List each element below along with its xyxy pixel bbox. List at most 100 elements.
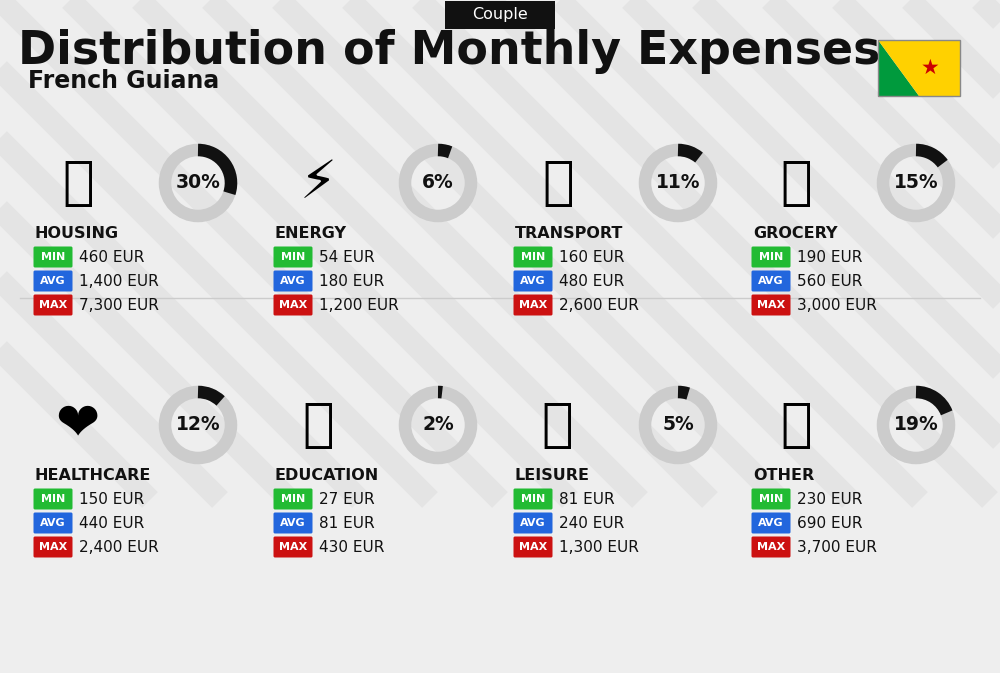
Text: MIN: MIN — [759, 494, 783, 504]
Text: 🏢: 🏢 — [62, 157, 94, 209]
FancyBboxPatch shape — [274, 536, 312, 557]
Text: 🎓: 🎓 — [302, 399, 334, 451]
FancyBboxPatch shape — [514, 295, 552, 316]
Text: 19%: 19% — [894, 415, 938, 435]
Text: 560 EUR: 560 EUR — [797, 273, 862, 289]
Text: 7,300 EUR: 7,300 EUR — [79, 297, 159, 312]
Text: French Guiana: French Guiana — [28, 69, 219, 93]
Text: 2%: 2% — [422, 415, 454, 435]
Text: MAX: MAX — [39, 300, 67, 310]
FancyBboxPatch shape — [514, 271, 552, 291]
Text: 🛍️: 🛍️ — [542, 399, 574, 451]
Text: 160 EUR: 160 EUR — [559, 250, 624, 264]
FancyBboxPatch shape — [274, 271, 312, 291]
Text: MAX: MAX — [39, 542, 67, 552]
Text: AVG: AVG — [758, 276, 784, 286]
Polygon shape — [878, 40, 960, 96]
FancyBboxPatch shape — [514, 536, 552, 557]
FancyBboxPatch shape — [445, 1, 555, 29]
Text: MAX: MAX — [279, 300, 307, 310]
Text: 6%: 6% — [422, 174, 454, 192]
FancyBboxPatch shape — [274, 489, 312, 509]
Text: 3,000 EUR: 3,000 EUR — [797, 297, 877, 312]
Text: AVG: AVG — [40, 518, 66, 528]
Text: MIN: MIN — [281, 494, 305, 504]
Text: MAX: MAX — [279, 542, 307, 552]
Text: AVG: AVG — [280, 518, 306, 528]
Text: 180 EUR: 180 EUR — [319, 273, 384, 289]
Text: 🛒: 🛒 — [780, 157, 812, 209]
Text: 1,400 EUR: 1,400 EUR — [79, 273, 159, 289]
Text: 27 EUR: 27 EUR — [319, 491, 375, 507]
FancyBboxPatch shape — [752, 295, 790, 316]
Text: HEALTHCARE: HEALTHCARE — [35, 468, 151, 483]
Text: EDUCATION: EDUCATION — [275, 468, 379, 483]
FancyBboxPatch shape — [514, 513, 552, 534]
FancyBboxPatch shape — [514, 246, 552, 267]
Text: 54 EUR: 54 EUR — [319, 250, 375, 264]
Text: AVG: AVG — [280, 276, 306, 286]
Text: MIN: MIN — [759, 252, 783, 262]
FancyBboxPatch shape — [34, 489, 72, 509]
FancyBboxPatch shape — [752, 536, 790, 557]
Text: MIN: MIN — [521, 252, 545, 262]
Text: Distribution of Monthly Expenses: Distribution of Monthly Expenses — [18, 28, 880, 73]
FancyBboxPatch shape — [752, 513, 790, 534]
Text: 190 EUR: 190 EUR — [797, 250, 862, 264]
Text: 240 EUR: 240 EUR — [559, 516, 624, 530]
Text: 230 EUR: 230 EUR — [797, 491, 862, 507]
Text: 81 EUR: 81 EUR — [319, 516, 375, 530]
Text: 11%: 11% — [656, 174, 700, 192]
FancyBboxPatch shape — [752, 271, 790, 291]
Text: ❤️: ❤️ — [56, 399, 100, 451]
Text: MIN: MIN — [281, 252, 305, 262]
FancyBboxPatch shape — [752, 489, 790, 509]
Text: 2,400 EUR: 2,400 EUR — [79, 540, 159, 555]
Text: 30%: 30% — [176, 174, 220, 192]
Text: MIN: MIN — [41, 494, 65, 504]
Text: OTHER: OTHER — [753, 468, 814, 483]
Text: TRANSPORT: TRANSPORT — [515, 225, 623, 240]
Text: 1,300 EUR: 1,300 EUR — [559, 540, 639, 555]
Text: 15%: 15% — [894, 174, 938, 192]
Text: ENERGY: ENERGY — [275, 225, 347, 240]
FancyBboxPatch shape — [274, 295, 312, 316]
Text: MIN: MIN — [521, 494, 545, 504]
Text: MAX: MAX — [519, 542, 547, 552]
FancyBboxPatch shape — [34, 246, 72, 267]
FancyBboxPatch shape — [274, 513, 312, 534]
Text: AVG: AVG — [758, 518, 784, 528]
Text: MAX: MAX — [757, 542, 785, 552]
Text: Couple: Couple — [472, 7, 528, 22]
Text: 3,700 EUR: 3,700 EUR — [797, 540, 877, 555]
FancyBboxPatch shape — [34, 271, 72, 291]
Text: ⚡: ⚡ — [300, 157, 336, 209]
Text: AVG: AVG — [520, 518, 546, 528]
Text: HOUSING: HOUSING — [35, 225, 119, 240]
Text: MIN: MIN — [41, 252, 65, 262]
Text: AVG: AVG — [40, 276, 66, 286]
Text: 👛: 👛 — [780, 399, 812, 451]
Text: 430 EUR: 430 EUR — [319, 540, 384, 555]
FancyBboxPatch shape — [34, 295, 72, 316]
Text: 440 EUR: 440 EUR — [79, 516, 144, 530]
FancyBboxPatch shape — [34, 513, 72, 534]
FancyBboxPatch shape — [274, 246, 312, 267]
Text: 81 EUR: 81 EUR — [559, 491, 615, 507]
Text: MAX: MAX — [757, 300, 785, 310]
FancyBboxPatch shape — [752, 246, 790, 267]
Text: GROCERY: GROCERY — [753, 225, 838, 240]
Text: 12%: 12% — [176, 415, 220, 435]
Text: MAX: MAX — [519, 300, 547, 310]
Text: 1,200 EUR: 1,200 EUR — [319, 297, 399, 312]
Text: 460 EUR: 460 EUR — [79, 250, 144, 264]
Text: 5%: 5% — [662, 415, 694, 435]
FancyBboxPatch shape — [34, 536, 72, 557]
Text: 690 EUR: 690 EUR — [797, 516, 862, 530]
Text: AVG: AVG — [520, 276, 546, 286]
Text: LEISURE: LEISURE — [515, 468, 590, 483]
FancyBboxPatch shape — [514, 489, 552, 509]
Polygon shape — [878, 40, 919, 96]
Text: 150 EUR: 150 EUR — [79, 491, 144, 507]
Text: ★: ★ — [920, 58, 939, 78]
